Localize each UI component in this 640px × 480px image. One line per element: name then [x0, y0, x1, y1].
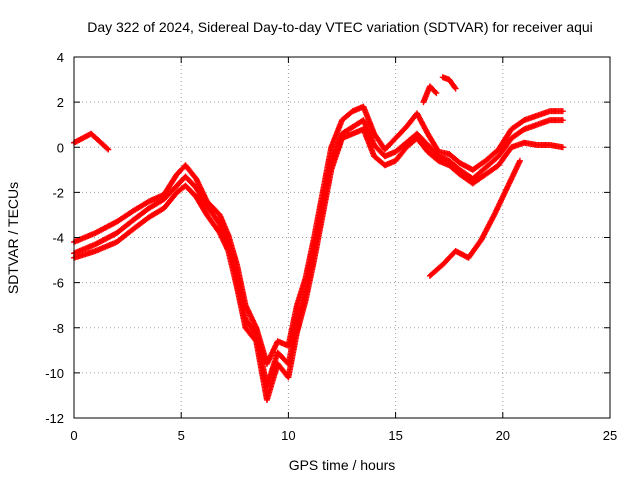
- data-point: [559, 117, 566, 124]
- y-tick-label: -6: [52, 276, 64, 291]
- series-track-7: [426, 157, 523, 279]
- data-point: [559, 144, 566, 151]
- x-tick-label: 10: [281, 428, 295, 443]
- series-track-3: [71, 103, 566, 367]
- x-tick-label: 5: [178, 428, 185, 443]
- y-tick-label: -8: [52, 321, 64, 336]
- series-track-4: [71, 126, 566, 403]
- data-points: [71, 74, 566, 403]
- data-point: [559, 108, 566, 115]
- y-tick-label: -2: [52, 185, 64, 200]
- data-point: [104, 145, 111, 152]
- y-tick-label: 4: [57, 50, 64, 65]
- x-tick-label: 0: [70, 428, 77, 443]
- data-point: [516, 157, 523, 164]
- y-tick-label: 0: [57, 140, 64, 155]
- data-point: [451, 84, 458, 91]
- data-point: [433, 90, 440, 97]
- chart-title: Day 322 of 2024, Sidereal Day-to-day VTE…: [87, 19, 593, 35]
- y-tick-label: 2: [57, 95, 64, 110]
- x-tick-label: 25: [603, 428, 617, 443]
- x-axis-label: GPS time / hours: [289, 457, 396, 473]
- data-point: [452, 85, 459, 92]
- grid-lines: [74, 57, 610, 418]
- y-tick-label: -10: [45, 366, 64, 381]
- data-point: [105, 146, 112, 153]
- y-axis-label: SDTVAR / TECUs: [5, 182, 21, 294]
- y-tick-label: -12: [45, 411, 64, 426]
- y-tick-label: -4: [52, 231, 64, 246]
- x-tick-label: 15: [388, 428, 402, 443]
- data-point: [432, 88, 439, 95]
- series-track-6: [439, 74, 459, 92]
- series-track-5: [420, 83, 440, 106]
- x-tick-label: 20: [496, 428, 510, 443]
- data-point: [252, 337, 259, 344]
